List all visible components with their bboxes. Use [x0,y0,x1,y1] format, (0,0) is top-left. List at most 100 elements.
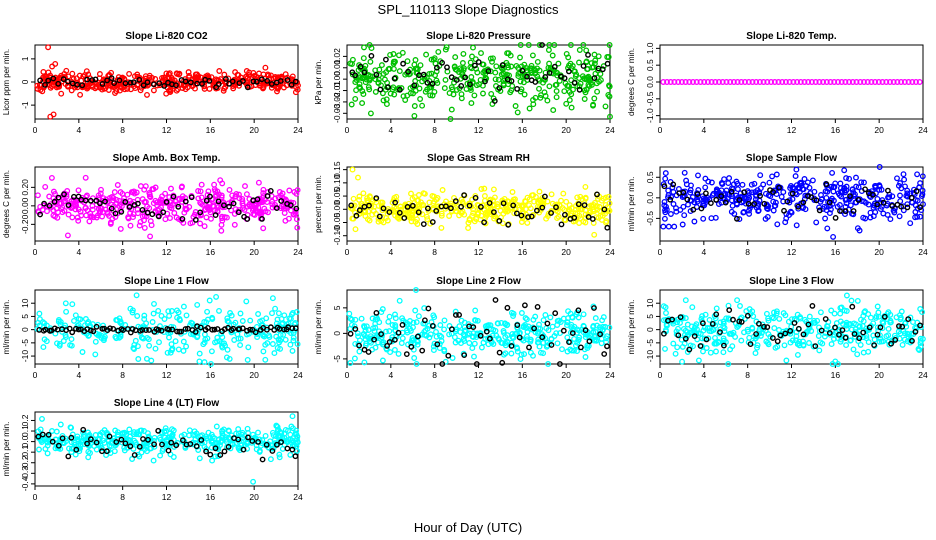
data-point [237,335,244,342]
data-point [572,73,579,80]
data-point [663,203,669,210]
x-tick-label: 24 [605,247,615,257]
data-point [176,195,182,202]
data-point [821,203,828,210]
y-tick-label: 0.15 [332,161,342,178]
reference-point [65,453,72,460]
y-tick-label: 0 [332,331,342,336]
y-axis-label: Licor ppm per min. [2,49,11,115]
data-point [448,207,455,214]
data-point [265,332,272,339]
x-tick-label: 24 [293,492,303,502]
reference-point [604,60,611,67]
reference-point [589,216,596,222]
reference-point [661,330,667,337]
reference-point [510,202,517,209]
reference-point [524,73,530,80]
data-point [606,83,613,90]
data-point [263,315,270,322]
data-point [897,180,904,187]
x-tick-label: 8 [745,125,750,135]
data-point [402,71,409,78]
panel-title: Slope Li-820 Temp. [746,31,837,42]
data-point [104,209,111,216]
data-point [709,192,716,199]
data-point [721,176,728,183]
reference-point [508,343,515,349]
data-point [736,216,743,223]
data-point [488,90,495,97]
data-point [448,106,455,113]
data-point [236,82,242,89]
data-point [459,60,466,66]
reference-point [182,198,189,205]
data-point [433,328,439,335]
reference-point [542,193,548,200]
data-point [260,348,267,355]
reference-point [726,307,733,313]
data-point [451,64,458,71]
data-point [152,76,159,82]
data-point [56,341,63,347]
panel-9: Slope Line 3 Flow 0 4 8 12 16 20 24 -10 -5 0 5 10 ml/… [627,276,928,380]
reference-point [278,198,285,204]
data-point [865,339,872,346]
reference-point [429,80,436,87]
data-point [162,216,169,223]
reference-point [288,81,295,88]
series-points [660,292,926,367]
data-point [183,312,190,319]
data-point [574,348,580,355]
data-point [518,202,525,209]
x-tick-label: 8 [432,370,437,380]
data-point [117,201,124,208]
reference-point [215,198,222,205]
data-point [672,350,679,357]
reference-point [396,209,403,216]
data-point [512,103,519,109]
reference-point [377,86,384,93]
data-point [835,190,842,197]
reference-point [400,60,406,67]
reference-point [220,202,227,209]
data-point [475,209,482,216]
data-point [816,347,823,354]
panel-6: Slope Sample Flow 0 4 8 12 16 20 24 -0.5 0.0 0.5 ml… [627,153,928,257]
data-point [256,70,262,77]
outlier-point [530,101,537,108]
outlier-point [830,233,837,240]
reference-point [500,200,507,207]
data-point [70,196,77,203]
data-point [734,297,741,304]
data-point [857,79,864,85]
data-point [131,73,138,80]
data-point [662,345,668,352]
data-point [920,201,926,208]
reference-point [264,193,271,199]
reference-point [534,207,540,214]
reference-point [376,213,383,220]
reference-point [822,316,829,322]
reference-point [528,213,535,220]
reference-point [761,200,768,207]
data-point [687,197,694,204]
data-point [702,175,709,182]
data-point [712,79,719,85]
reference-point [448,326,455,333]
data-point [815,333,822,339]
data-point [467,59,474,66]
data-point [738,337,745,344]
reference-point [140,436,146,442]
data-point [383,214,390,221]
data-point [175,71,182,78]
data-point [919,191,926,198]
panel-5: Slope Gas Stream RH 0 4 8 12 16 20 24 -0.10-0.05… [314,153,615,257]
x-tick-label: 16 [831,125,841,135]
data-point [268,72,274,79]
reference-point [462,74,469,81]
data-point [545,64,552,71]
data-point [168,74,175,81]
reference-point [578,344,584,351]
reference-point [519,67,526,74]
y-axis-label: ml/min per min. [2,422,11,477]
